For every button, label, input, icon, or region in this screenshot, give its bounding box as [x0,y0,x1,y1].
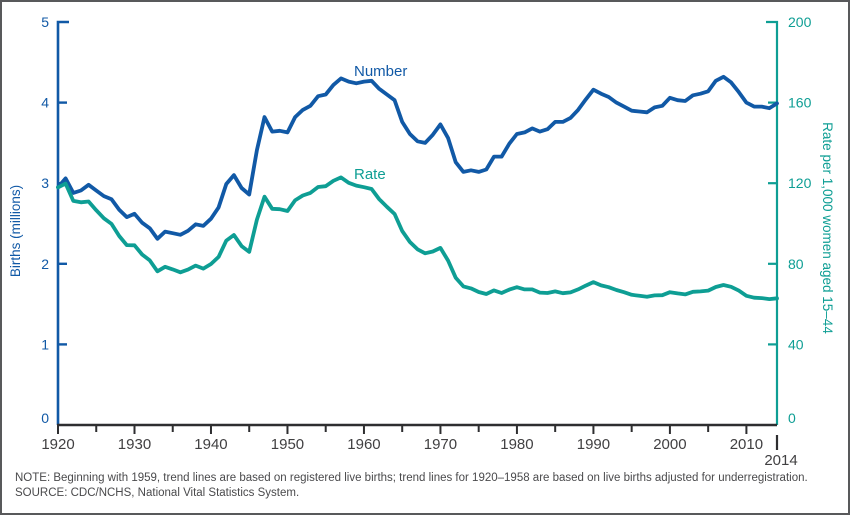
svg-text:2000: 2000 [653,436,686,453]
svg-text:2010: 2010 [730,436,763,453]
footnotes: NOTE: Beginning with 1959, trend lines a… [15,471,837,501]
svg-text:1990: 1990 [577,436,610,453]
svg-text:1920: 1920 [41,436,74,453]
svg-text:1930: 1930 [118,436,151,453]
svg-text:4: 4 [41,95,49,111]
svg-text:1960: 1960 [347,436,380,453]
right-y-axis: 0 40 80 120 160 200 [766,14,812,426]
svg-text:1: 1 [41,336,49,352]
number-series-line [56,74,779,241]
number-series-label: Number [354,63,407,80]
left-axis-title: Births (millions) [8,185,23,277]
left-y-axis: 0 1 2 3 4 5 [41,14,69,426]
svg-text:80: 80 [788,256,804,272]
svg-text:1970: 1970 [424,436,457,453]
svg-text:0: 0 [41,410,49,426]
svg-text:5: 5 [41,14,49,30]
right-axis-title: Rate per 1,000 women aged 15–44 [820,122,835,334]
end-year-label: 2014 [764,452,797,469]
svg-text:1940: 1940 [194,436,227,453]
x-axis: 1920 1930 1940 1950 1960 1970 1980 1990 2000 2010 [41,423,779,453]
source-text: SOURCE: CDC/NCHS, National Vital Statist… [15,487,300,499]
svg-text:0: 0 [788,410,796,426]
svg-text:3: 3 [41,175,49,191]
note-text: NOTE: Beginning with 1959, trend lines a… [15,472,808,484]
svg-text:200: 200 [788,14,812,30]
rate-series-label: Rate [354,166,386,183]
svg-text:2: 2 [41,256,49,272]
svg-text:1950: 1950 [271,436,304,453]
svg-text:40: 40 [788,336,804,352]
svg-text:160: 160 [788,95,812,111]
rate-series-line [56,175,779,302]
svg-text:1980: 1980 [500,436,533,453]
svg-text:120: 120 [788,175,812,191]
